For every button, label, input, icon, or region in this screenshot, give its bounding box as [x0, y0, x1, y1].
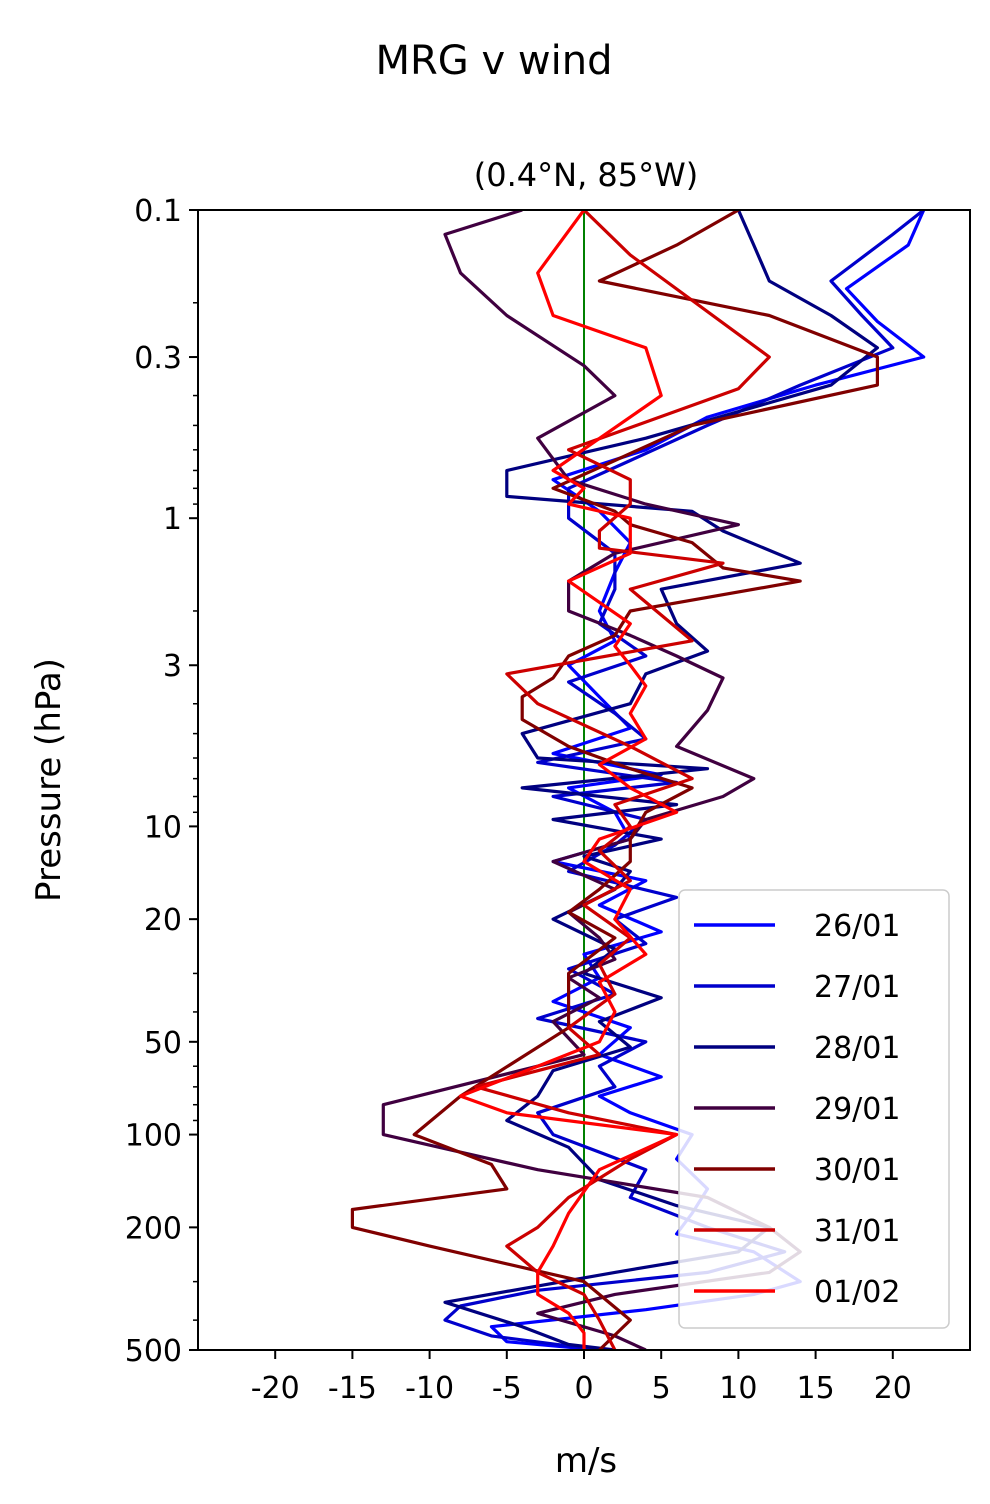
x-tick-label: -5	[492, 1371, 522, 1406]
y-axis-label: Pressure (hPa)	[29, 658, 69, 902]
series-line-5	[474, 210, 771, 1350]
chart-subtitle: (0.4°N, 85°W)	[474, 156, 699, 194]
y-tick-label: 50	[144, 1026, 182, 1061]
y-tick-label: 10	[144, 810, 182, 845]
y-tick-label: 3	[163, 649, 182, 684]
x-tick-label: -10	[405, 1371, 454, 1406]
legend-box	[678, 889, 950, 1329]
x-axis-label: m/s	[555, 1441, 617, 1481]
y-tick-label: 0.3	[134, 341, 182, 376]
legend-label: 30/01	[814, 1153, 900, 1188]
legend-label: 01/02	[814, 1275, 900, 1310]
x-tick-label: -20	[251, 1371, 300, 1406]
legend-label: 26/01	[814, 909, 900, 944]
series-line-4	[350, 210, 879, 1350]
x-tick-label: 15	[797, 1371, 835, 1406]
legend: 26/01 27/01 28/01 29/01 30/01 31/01 01/02	[678, 889, 950, 1329]
legend-label: 29/01	[814, 1092, 900, 1127]
figure-title: MRG v wind	[376, 38, 613, 84]
y-tick-label: 1	[163, 502, 182, 537]
y-tick-label: 100	[125, 1119, 182, 1154]
y-tick-label: 500	[125, 1334, 182, 1369]
y-tick-label: 20	[144, 903, 182, 938]
x-tick-label: 0	[574, 1371, 593, 1406]
y-tick-label: 200	[125, 1211, 182, 1246]
plot-area: -20 -15 -10 -5 0 5 10 15 20 0.1 0.3 1 3 10 20 50 100 200 5…	[125, 194, 971, 1406]
y-tick-label: 0.1	[134, 194, 182, 229]
series-line-2	[443, 210, 879, 1350]
x-tick-label: 5	[652, 1371, 671, 1406]
x-tick-label: -15	[328, 1371, 377, 1406]
x-tick-label: 10	[719, 1371, 757, 1406]
series-line-6	[458, 210, 679, 1350]
x-tick-label: 20	[874, 1371, 912, 1406]
legend-label: 28/01	[814, 1031, 900, 1066]
legend-label: 27/01	[814, 970, 900, 1005]
legend-label: 31/01	[814, 1214, 900, 1249]
series-group	[350, 210, 926, 1350]
